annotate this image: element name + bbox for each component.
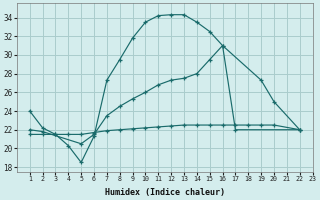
X-axis label: Humidex (Indice chaleur): Humidex (Indice chaleur) [105, 188, 225, 197]
